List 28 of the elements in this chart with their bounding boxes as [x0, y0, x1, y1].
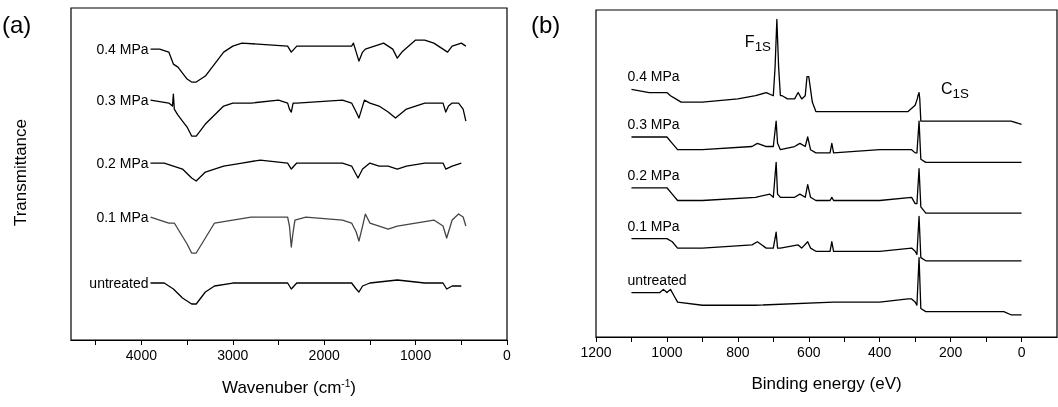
x-tick-label: 400 [868, 344, 892, 360]
annotation: C$_{1S}$ [941, 79, 969, 101]
x-tick-label: 200 [938, 344, 963, 360]
y-axis-title: Transmittance [11, 118, 30, 227]
series-label: untreated [89, 275, 149, 292]
x-tick-label: 1200 [580, 344, 612, 360]
series-label: 0.2 MPa [627, 166, 680, 183]
annotation: F$_{1S}$ [744, 32, 771, 54]
x-tick-label: 0 [503, 347, 512, 363]
x-tick-label: 3000 [217, 347, 249, 363]
series-label: 0.1 MPa [627, 217, 680, 234]
x-axis-title: Binding energy (eV) [751, 374, 902, 393]
series-label: 0.4 MPa [96, 41, 149, 58]
series-label: 0.3 MPa [627, 115, 680, 132]
series-label: 0.3 MPa [96, 92, 149, 109]
x-tick-label: 600 [797, 344, 821, 360]
chart-title: (a) [2, 10, 32, 38]
series-label: 0.1 MPa [96, 209, 149, 226]
x-tick-label: 0 [1017, 344, 1026, 360]
series-label: 0.4 MPa [627, 68, 680, 85]
x-tick-label: 2000 [308, 347, 340, 363]
x-tick-label: 800 [726, 344, 750, 360]
series-label: 0.2 MPa [96, 155, 149, 172]
x-tick-label: 4000 [125, 347, 158, 363]
chart-title: (b) [531, 10, 561, 38]
x-tick-label: 1000 [651, 344, 683, 360]
x-tick-label: 1000 [400, 347, 432, 363]
series-label: untreated [627, 271, 687, 288]
